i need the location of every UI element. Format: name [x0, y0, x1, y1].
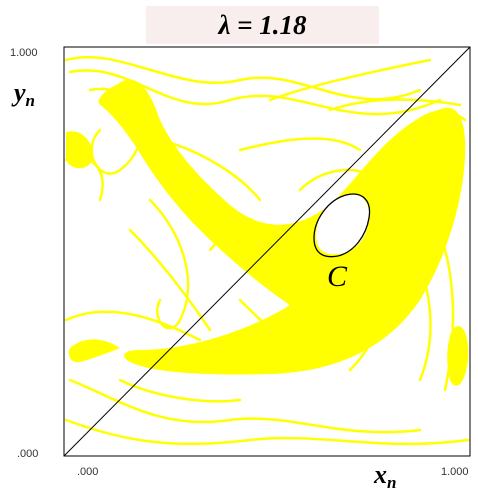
plot-area: [64, 47, 470, 456]
diagonal-line: [64, 47, 470, 456]
x-axis-label-base: x: [374, 460, 387, 489]
title-text: λ = 1.18: [218, 9, 307, 40]
invariant-curve-c: [313, 193, 371, 258]
title-box: λ = 1.18: [146, 6, 379, 44]
y-tick-min: .000: [17, 448, 39, 460]
filament: [238, 137, 362, 152]
x-axis-label: xn: [374, 460, 396, 493]
filament: [148, 198, 190, 330]
filament: [128, 228, 212, 332]
regular-island: [316, 194, 370, 255]
chaotic-region: [98, 79, 466, 375]
x-tick-max: 1.000: [441, 466, 469, 478]
filament: [64, 55, 422, 101]
chaotic-lobe-upper-left: [66, 131, 93, 169]
y-axis-label-sub: n: [25, 91, 36, 110]
curve-label: C: [327, 260, 348, 293]
filament: [64, 310, 202, 342]
filament: [68, 378, 422, 434]
y-axis-label: yn: [14, 78, 35, 111]
chaotic-lobe-right: [447, 326, 469, 386]
y-axis-label-base: y: [14, 78, 26, 107]
filament: [68, 69, 442, 116]
filament: [328, 98, 462, 112]
x-axis-label-sub: n: [387, 473, 397, 492]
plot-frame: [63, 46, 471, 457]
chaotic-lobe-lower-left: [68, 339, 120, 363]
filament: [268, 58, 432, 102]
filament: [64, 418, 470, 446]
y-tick-max: 1.000: [10, 47, 38, 59]
x-tick-min: .000: [77, 466, 99, 478]
filament: [118, 378, 242, 403]
